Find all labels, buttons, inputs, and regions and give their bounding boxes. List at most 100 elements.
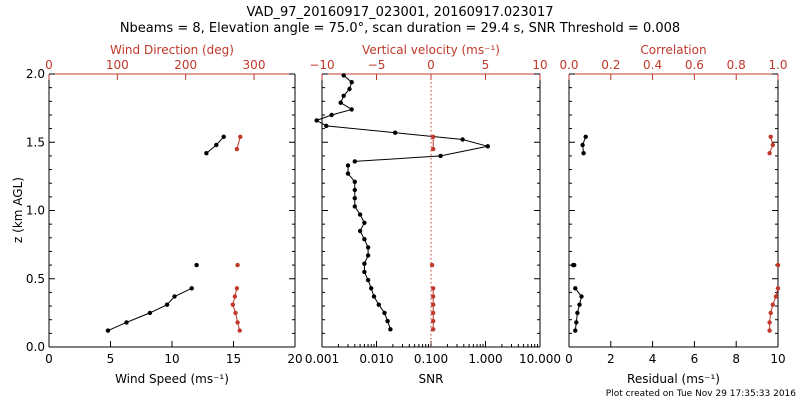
data-point [768,134,773,139]
data-point [221,134,226,139]
title-line-1: VAD_97_20160917_023001, 20160917.023017 [247,5,554,20]
data-point [365,253,371,258]
data-point [230,302,235,307]
x-tick-label: 10 [164,352,179,366]
data-point [234,146,240,152]
x-tick-label: 0 [565,352,573,366]
x-axis-label: Wind Speed (ms⁻¹) [115,372,229,386]
data-point [431,310,436,316]
data-point [352,187,357,193]
x-tick-label: 0.001 [305,352,339,366]
x-tick-label: 6 [691,352,699,366]
data-point [232,294,238,299]
series-1 [571,262,584,333]
data-point [349,80,354,85]
x-tick-label: 10 [770,352,785,366]
data-point [164,302,170,307]
series-4 [767,134,775,156]
data-point [773,294,779,299]
x-tick-label: 0 [45,352,53,366]
data-point [341,73,346,78]
data-point [775,286,781,291]
x-tick-label: 10.000 [519,352,561,366]
data-point [382,310,387,316]
x-axis-label: SNR [419,372,444,386]
data-point [573,286,578,291]
data-point [347,86,352,92]
x-tick-label: 5 [107,352,115,366]
x2-tick-label: 0 [427,58,435,72]
data-point [352,196,357,201]
x2-axis-label: Vertical velocity (ms⁻¹) [362,43,500,57]
x2-tick-label: 1.0 [768,58,787,72]
data-point [172,294,177,299]
data-point [362,237,367,242]
title-line-2: Nbeams = 8, Elevation angle = 75.0°, sca… [120,21,680,36]
data-point [385,318,390,324]
series-4 [230,134,243,333]
data-point [357,212,363,217]
data-point [767,328,772,333]
series-1 [345,163,393,332]
data-point [352,179,357,184]
plot-footer: Plot created on Tue Nov 29 17:35:33 2016 [606,389,796,399]
series-2 [580,134,588,156]
x-tick-label: 4 [649,352,657,366]
data-point [324,123,329,129]
y-tick-label: 1.0 [26,204,45,218]
data-point [365,277,371,283]
x-tick-label: 20 [287,352,302,366]
data-point [485,144,490,149]
x2-tick-label: 0.0 [559,58,578,72]
y-tick-label: 0.5 [26,272,45,286]
series-line [107,287,192,332]
data-point [124,320,129,325]
data-point [431,134,436,139]
data-point [574,320,579,325]
data-point [214,142,219,148]
data-point [237,328,242,333]
x-tick-label: 8 [732,352,740,366]
panel-2: 0.001 0.010 0.100 1.000 10.000 −10 −5 0 5 10 SNR Ve… [305,43,561,386]
data-point [775,262,781,268]
data-point [571,262,576,268]
x2-tick-label: 0 [45,58,53,72]
x2-tick-label: 0.2 [601,58,620,72]
x-tick-label: 15 [226,352,241,366]
data-point [235,262,240,268]
data-point [460,137,465,142]
data-point [770,302,775,307]
data-point [345,171,351,176]
data-point [235,320,240,325]
data-point [362,269,367,275]
series-3 [429,134,436,332]
x-axis-label: Residual (ms⁻¹) [627,372,720,386]
x-tick-label: 1.000 [468,352,502,366]
data-point [369,286,374,291]
data-point [393,130,398,135]
data-point [438,153,443,159]
data-point [371,294,377,299]
x2-tick-label: 200 [174,58,197,72]
data-point [577,302,582,307]
data-point [233,310,238,316]
x2-tick-label: 100 [106,58,129,72]
x2-axis-label: Wind Direction (deg) [110,43,234,57]
data-point [431,294,436,299]
data-point [314,118,319,123]
data-point [431,302,436,307]
data-point [341,93,346,99]
x2-tick-label: −5 [368,58,386,72]
x2-tick-label: 0.8 [727,58,746,72]
data-point [768,310,773,316]
x-tick-label: 0.100 [414,352,448,366]
y-tick-label: 2.0 [26,67,45,81]
data-point [431,286,436,291]
x-tick-label: 0.010 [359,352,393,366]
x2-tick-label: 0.4 [643,58,662,72]
x2-tick-label: 0.6 [685,58,704,72]
data-point [581,151,586,156]
data-point [573,328,578,333]
